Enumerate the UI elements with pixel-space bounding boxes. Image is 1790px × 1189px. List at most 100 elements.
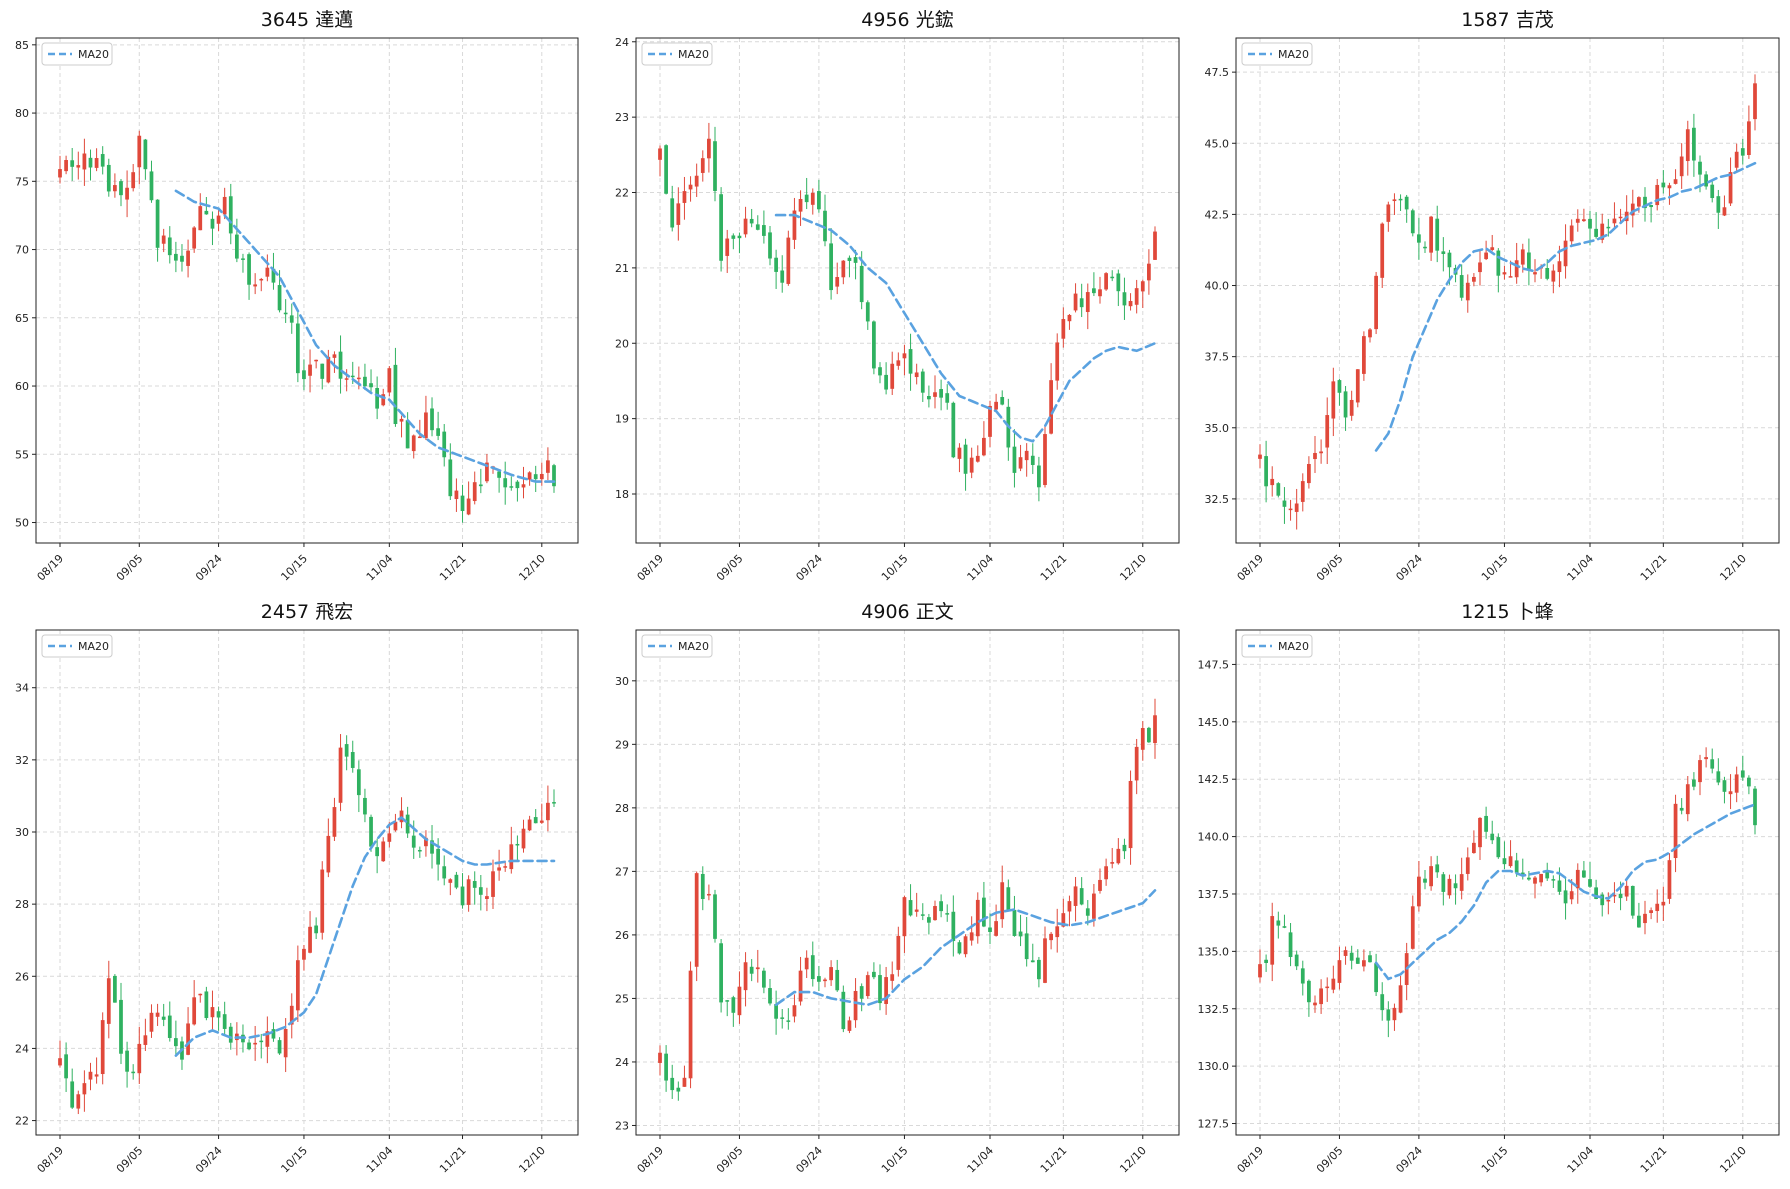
candle-up <box>1392 1007 1397 1021</box>
candle-down <box>277 1040 282 1054</box>
candle-up <box>1557 261 1562 273</box>
candle-down <box>1410 210 1415 234</box>
candle-down <box>908 349 913 374</box>
candle-down <box>945 913 950 915</box>
x-tick-label: 08/19 <box>635 1144 667 1176</box>
candle-down <box>1386 1009 1391 1021</box>
candle-up <box>1018 457 1023 469</box>
candle-down <box>939 389 943 398</box>
candle-down <box>670 1077 675 1091</box>
candle-down <box>1110 276 1115 279</box>
legend-label: MA20 <box>1278 48 1309 61</box>
candle-down <box>1594 887 1598 899</box>
candle-up <box>737 986 742 1016</box>
candle-down <box>1116 273 1121 292</box>
y-tick-label: 24 <box>15 1042 29 1055</box>
candle-up <box>82 153 87 170</box>
candle-up <box>1258 454 1262 459</box>
candle-down <box>920 371 925 393</box>
candle-down <box>64 1054 68 1079</box>
candle-up <box>161 235 166 244</box>
x-tick-label: 09/24 <box>1393 552 1425 584</box>
candle-up <box>994 921 998 936</box>
candle-down <box>865 302 870 322</box>
candle-down <box>1649 205 1653 208</box>
x-tick-label: 11/21 <box>437 552 469 584</box>
candle-up <box>1374 275 1378 330</box>
candle-down <box>1018 931 1023 937</box>
candle-down <box>768 988 772 1004</box>
candle-up <box>314 359 319 362</box>
candle-down <box>338 351 343 379</box>
candle-up <box>963 936 968 955</box>
candle-up <box>1673 179 1678 184</box>
legend-box <box>1241 42 1313 66</box>
x-tick-label: 08/19 <box>635 552 667 584</box>
candle-up <box>308 364 312 376</box>
candle-up <box>1386 204 1391 222</box>
candle-up <box>1355 369 1360 403</box>
candle-up <box>933 392 937 397</box>
candle-down <box>664 145 668 194</box>
candle-down <box>920 914 925 916</box>
y-tick-label: 35.0 <box>1205 422 1230 435</box>
candle-up <box>424 412 428 439</box>
x-tick-label: 10/15 <box>879 1144 911 1176</box>
y-tick-label: 23 <box>615 1119 629 1132</box>
candle-up <box>982 437 986 456</box>
candle-up <box>82 1083 87 1095</box>
candle-up <box>1098 289 1102 297</box>
candle-up <box>192 227 197 249</box>
candle-up <box>1649 910 1653 913</box>
candle-down <box>533 817 538 824</box>
candle-down <box>1264 959 1268 963</box>
candle-up <box>823 979 827 982</box>
candle-up <box>896 360 901 366</box>
candle-up <box>1612 894 1617 897</box>
candle-up <box>1520 249 1525 265</box>
candle-down <box>436 848 440 865</box>
candle-down <box>1079 888 1084 905</box>
candle-up <box>1722 207 1727 216</box>
candle-down <box>1024 933 1029 960</box>
candle-up <box>1484 252 1488 260</box>
candle-up <box>1116 848 1121 864</box>
candle-up <box>1514 260 1519 278</box>
candle-up <box>1472 842 1476 854</box>
candle-down <box>1704 174 1708 187</box>
candle-up <box>853 990 858 1021</box>
chart-panel-5: 4906 正文 23 24 25 26 27 28 29 30 08/19 09/05 09/24 10… <box>615 601 1180 1176</box>
candle-down <box>713 141 717 191</box>
x-tick-label: 09/05 <box>714 552 746 584</box>
candle-up <box>143 1035 148 1045</box>
candle-up <box>137 135 142 168</box>
candle-up <box>1655 903 1660 912</box>
candle-up <box>58 1058 62 1066</box>
candle-up <box>295 960 300 1011</box>
candle-up <box>1368 329 1372 338</box>
candle-up <box>810 192 815 205</box>
candle-down <box>878 367 882 376</box>
candle-up <box>1270 478 1275 486</box>
candle-up <box>1153 715 1157 744</box>
y-tick-label: 20 <box>615 337 629 350</box>
candle-up <box>1563 240 1568 267</box>
candle-up <box>485 896 489 900</box>
candle-down <box>1582 870 1586 878</box>
candle-up <box>1551 270 1556 282</box>
candle-up <box>1747 121 1751 155</box>
candle-down <box>369 383 373 388</box>
candle-up <box>1092 893 1096 919</box>
candle-down <box>1085 908 1090 916</box>
candle-down <box>749 966 754 974</box>
candle-up <box>1270 916 1275 965</box>
y-tick-label: 140.0 <box>1198 831 1230 844</box>
candle-up <box>155 1012 160 1017</box>
candle-up <box>1612 218 1617 224</box>
candle-down <box>872 971 876 978</box>
candle-down <box>460 886 465 906</box>
ma20-line <box>1374 161 1757 452</box>
candle-down <box>951 911 956 942</box>
chart-panel-3: 1587 吉茂 32.5 35.0 37.5 40.0 42.5 45.0 47.5 08/19… <box>1205 9 1780 584</box>
candle-up <box>424 837 428 847</box>
